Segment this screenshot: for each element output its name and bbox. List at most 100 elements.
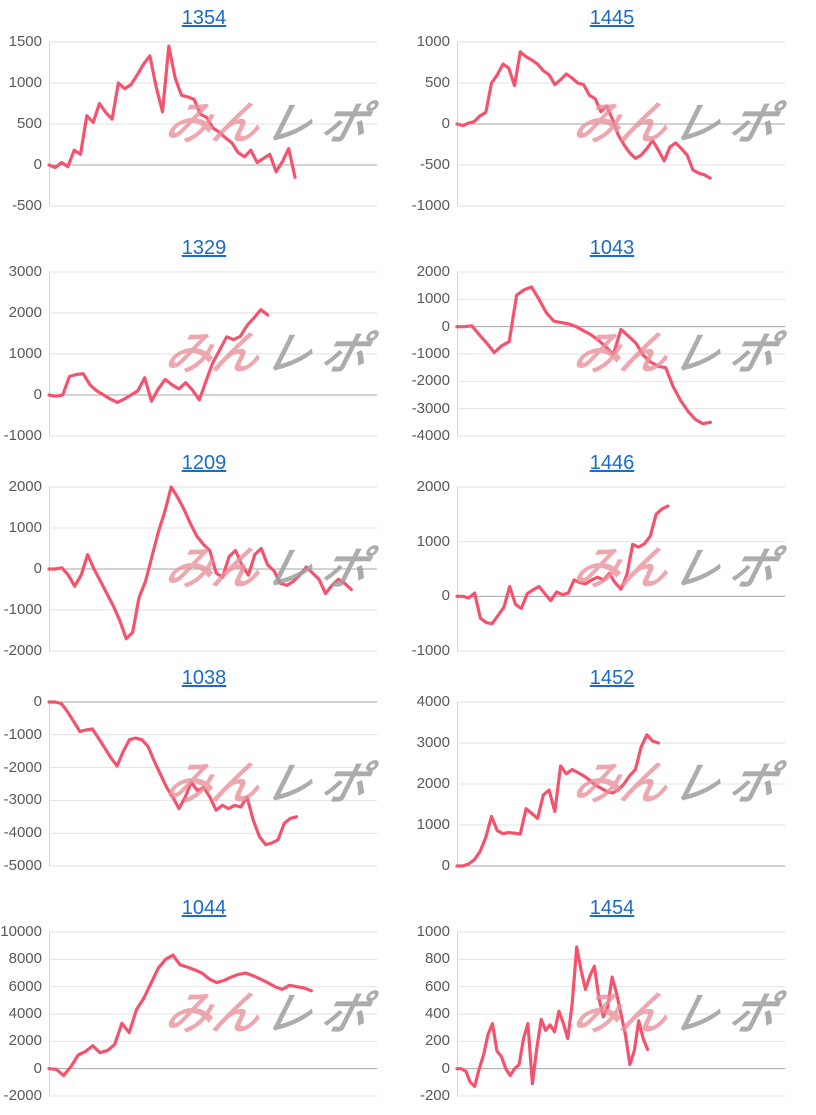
y-tick-label: -2000 — [411, 372, 450, 390]
chart-cell-1452: 1452 0 1000 2000 3000 4000 みんレポ — [408, 660, 816, 890]
chart-area: 0 1000 2000 3000 4000 みんレポ — [408, 694, 816, 874]
y-tick-label: -500 — [419, 156, 450, 173]
series-line — [455, 945, 650, 1088]
y-tick-label: 0 — [441, 317, 450, 335]
y-tick-label: -1000 — [3, 601, 42, 618]
y-tick-label: 0 — [33, 386, 42, 403]
chart-title-row: 1354 — [0, 6, 408, 30]
y-tick-label: 8000 — [8, 950, 42, 968]
y-tick-label: 200 — [424, 1032, 450, 1050]
line-chart — [47, 41, 377, 207]
y-tick-label: 0 — [33, 560, 42, 577]
y-tick-label: 4000 — [416, 693, 450, 710]
plot-region: みんレポ — [455, 701, 793, 868]
y-tick-label: 500 — [424, 74, 450, 91]
series-line — [455, 733, 660, 868]
y-tick-label: 3000 — [8, 263, 42, 280]
y-axis-labels: -2000 0 2000 4000 6000 8000 10000 — [0, 924, 49, 1104]
y-tick-label: -500 — [11, 197, 42, 214]
chart-area: -2000 0 2000 4000 6000 8000 10000 みんレポ — [0, 924, 408, 1104]
y-tick-label: 1000 — [416, 532, 450, 550]
y-tick-label: 4000 — [8, 1005, 42, 1022]
plot-region: みんレポ — [47, 931, 385, 1097]
y-tick-label: 600 — [424, 977, 450, 995]
y-tick-label: 0 — [33, 693, 42, 710]
y-tick-label: -2000 — [3, 642, 42, 659]
y-tick-label: 2000 — [416, 478, 450, 495]
chart-area: -1000 0 1000 2000 3000 みんレポ — [0, 264, 408, 444]
chart-title-row: 1043 — [408, 236, 816, 260]
y-tick-label: 0 — [441, 857, 450, 874]
chart-area: -500 0 500 1000 1500 みんレポ — [0, 34, 408, 214]
y-tick-label: -1000 — [3, 427, 42, 444]
machine-link-1445[interactable]: 1445 — [589, 7, 635, 29]
y-tick-label: -4000 — [3, 824, 42, 842]
y-axis-labels: 0 1000 2000 3000 4000 — [408, 694, 457, 874]
chart-cell-1043: 1043 -4000 -3000 -2000 -1000 0 1000 2000 みんレポ — [408, 230, 816, 445]
machine-link-1454[interactable]: 1454 — [589, 897, 635, 919]
chart-area: -2000 -1000 0 1000 2000 みんレポ — [0, 479, 408, 659]
y-axis-labels: -1000 0 1000 2000 3000 — [0, 264, 49, 444]
chart-area: -200 0 200 400 600 800 1000 みんレポ — [408, 924, 816, 1104]
y-tick-label: 2000 — [8, 1032, 42, 1050]
y-tick-label: 2000 — [8, 304, 42, 321]
chart-cell-1354: 1354 -500 0 500 1000 1500 みんレポ — [0, 0, 408, 230]
y-tick-label: -1000 — [3, 725, 42, 743]
y-tick-label: 1000 — [8, 345, 42, 362]
machine-link-1446[interactable]: 1446 — [589, 452, 635, 474]
series-line — [47, 953, 313, 1078]
chart-area: -5000 -4000 -3000 -2000 -1000 0 みんレポ — [0, 694, 408, 874]
plot-region: みんレポ — [455, 41, 793, 207]
chart-title-row: 1452 — [408, 666, 816, 690]
chart-cell-1329: 1329 -1000 0 1000 2000 3000 みんレポ — [0, 230, 408, 445]
chart-cell-1454: 1454 -200 0 200 400 600 800 1000 みんレポ — [408, 890, 816, 1115]
y-tick-label: 1000 — [8, 519, 42, 536]
y-tick-label: 1500 — [8, 33, 42, 50]
machine-link-1043[interactable]: 1043 — [589, 237, 635, 259]
y-tick-label: 0 — [33, 156, 42, 173]
y-tick-label: 2000 — [8, 478, 42, 495]
plot-region: みんレポ — [47, 271, 385, 437]
machine-link-1354[interactable]: 1354 — [181, 7, 227, 29]
y-tick-label: -3000 — [411, 399, 450, 417]
series-line — [455, 50, 712, 180]
y-axis-labels: -2000 -1000 0 1000 2000 — [0, 479, 49, 659]
y-axis-labels: -200 0 200 400 600 800 1000 — [408, 924, 457, 1104]
series-line — [47, 485, 353, 641]
chart-cell-1044: 1044 -2000 0 2000 4000 6000 8000 10000 みんレポ — [0, 890, 408, 1115]
y-tick-label: -5000 — [3, 857, 42, 874]
plot-region: みんレポ — [455, 271, 793, 437]
y-axis-labels: -5000 -4000 -3000 -2000 -1000 0 — [0, 694, 49, 874]
machine-link-1209[interactable]: 1209 — [181, 452, 227, 474]
y-tick-label: 0 — [441, 587, 450, 605]
y-tick-label: 0 — [441, 1059, 450, 1077]
chart-cell-1445: 1445 -1000 -500 0 500 1000 みんレポ — [408, 0, 816, 230]
line-chart — [455, 701, 785, 868]
chart-title-row: 1446 — [408, 451, 816, 475]
machine-link-1452[interactable]: 1452 — [589, 667, 635, 689]
machine-link-1329[interactable]: 1329 — [181, 237, 227, 259]
machine-link-1044[interactable]: 1044 — [181, 897, 227, 919]
y-tick-label: 1000 — [416, 923, 450, 940]
series-line — [455, 504, 670, 626]
plot-region: みんレポ — [47, 41, 385, 207]
y-tick-label: -1000 — [411, 345, 450, 362]
y-axis-labels: -4000 -3000 -2000 -1000 0 1000 2000 — [408, 264, 457, 444]
series-line — [47, 308, 270, 404]
line-chart — [455, 486, 785, 652]
series-line — [47, 700, 299, 847]
y-tick-label: -200 — [419, 1087, 450, 1104]
chart-title-row: 1038 — [0, 666, 408, 690]
y-axis-labels: -500 0 500 1000 1500 — [0, 34, 49, 214]
y-tick-label: 0 — [33, 1059, 42, 1077]
y-tick-label: -4000 — [411, 427, 450, 444]
chart-title-row: 1044 — [0, 896, 408, 920]
line-chart — [455, 931, 785, 1097]
machine-link-1038[interactable]: 1038 — [181, 667, 227, 689]
chart-cell-1209: 1209 -2000 -1000 0 1000 2000 みんレポ — [0, 445, 408, 660]
y-tick-label: -3000 — [3, 791, 42, 809]
chart-cell-1446: 1446 -1000 0 1000 2000 みんレポ — [408, 445, 816, 660]
series-line — [47, 44, 297, 179]
plot-region: みんレポ — [455, 931, 793, 1097]
